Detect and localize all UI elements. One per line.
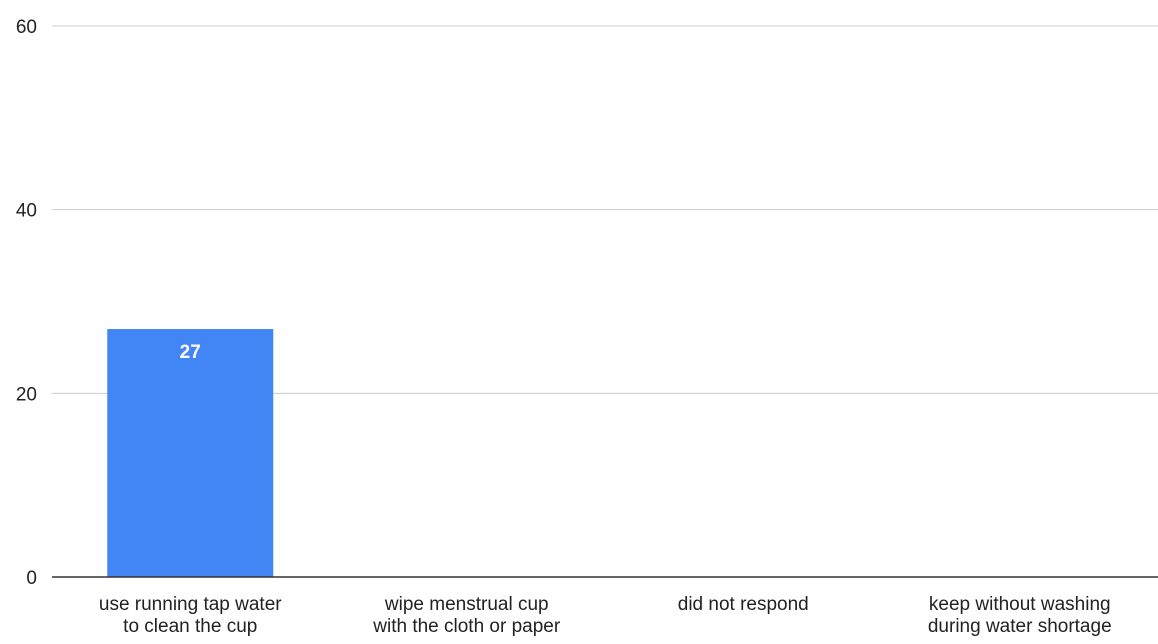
y-tick-label: 60 [16,17,37,38]
x-tick-label: to clean the cup [123,616,257,637]
y-tick-label: 40 [16,201,37,222]
y-tick-label: 0 [26,568,37,589]
y-tick-label: 20 [16,384,37,405]
x-tick-label: did not respond [678,594,809,615]
x-tick-label: keep without washing [929,594,1111,615]
data-label: 27 [180,342,201,363]
bars: 27 [107,329,274,577]
x-tick-label: during water shortage [928,616,1112,637]
x-tick-label: wipe menstrual cup [384,594,549,615]
x-tick-label: use running tap water [99,594,282,615]
x-tick-label: with the cloth or paper [372,616,561,637]
bar [107,329,274,577]
y-axis-ticks: 0 20 40 60 [16,17,37,589]
